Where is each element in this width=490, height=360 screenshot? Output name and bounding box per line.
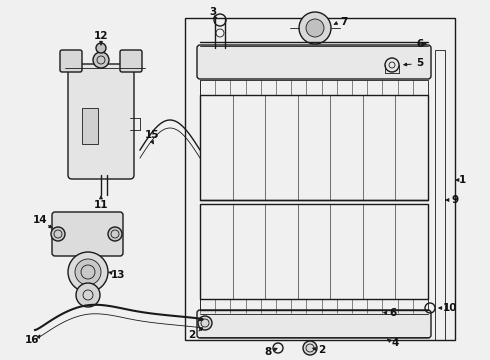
Circle shape bbox=[68, 252, 108, 292]
Text: 10: 10 bbox=[443, 303, 457, 313]
FancyBboxPatch shape bbox=[120, 50, 142, 72]
Text: 12: 12 bbox=[94, 31, 108, 41]
Bar bbox=[200, 95, 428, 200]
Text: 6: 6 bbox=[390, 308, 396, 318]
Circle shape bbox=[51, 227, 65, 241]
Text: 4: 4 bbox=[392, 338, 399, 348]
Text: 2: 2 bbox=[188, 330, 196, 340]
Text: 3: 3 bbox=[209, 7, 217, 17]
Circle shape bbox=[75, 259, 101, 285]
FancyBboxPatch shape bbox=[60, 50, 82, 72]
Bar bbox=[200, 299, 428, 313]
FancyBboxPatch shape bbox=[68, 64, 134, 179]
Text: 15: 15 bbox=[145, 130, 159, 140]
Text: 8: 8 bbox=[265, 347, 271, 357]
Circle shape bbox=[108, 227, 122, 241]
Text: 2: 2 bbox=[318, 345, 326, 355]
Circle shape bbox=[93, 52, 109, 68]
Bar bbox=[435, 50, 445, 340]
Text: 14: 14 bbox=[33, 215, 48, 225]
Circle shape bbox=[76, 283, 100, 307]
Text: 6: 6 bbox=[416, 39, 424, 49]
Text: 16: 16 bbox=[25, 335, 39, 345]
FancyBboxPatch shape bbox=[197, 45, 431, 79]
Circle shape bbox=[96, 43, 106, 53]
Circle shape bbox=[198, 316, 212, 330]
Text: 13: 13 bbox=[111, 270, 125, 280]
Bar bbox=[82, 108, 98, 144]
FancyBboxPatch shape bbox=[52, 212, 123, 256]
Circle shape bbox=[303, 341, 317, 355]
Text: 11: 11 bbox=[94, 200, 108, 210]
Text: 5: 5 bbox=[416, 58, 424, 68]
Circle shape bbox=[306, 19, 324, 37]
Text: 9: 9 bbox=[451, 195, 459, 205]
FancyBboxPatch shape bbox=[197, 310, 431, 338]
Bar bbox=[200, 204, 428, 299]
Bar bbox=[200, 80, 428, 95]
Bar bbox=[185, 18, 455, 340]
Text: 7: 7 bbox=[341, 17, 348, 27]
Text: 1: 1 bbox=[458, 175, 466, 185]
Circle shape bbox=[299, 12, 331, 44]
